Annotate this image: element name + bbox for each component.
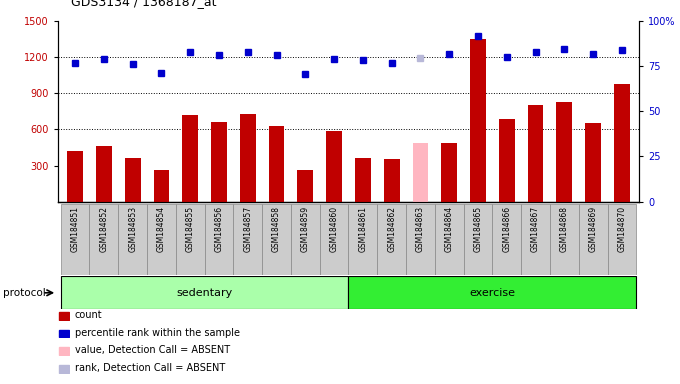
Bar (182, 115, 198, 202)
Bar (384, 159, 400, 202)
Text: percentile rank within the sample: percentile rank within the sample (75, 328, 240, 338)
Text: GSM184851: GSM184851 (71, 206, 80, 252)
Bar (262, 204, 291, 275)
Text: GSM184853: GSM184853 (128, 206, 137, 253)
Text: exercise: exercise (469, 288, 515, 298)
Bar (297, 170, 313, 202)
Text: GSM184867: GSM184867 (531, 206, 540, 253)
Bar (211, 122, 227, 202)
Bar (464, 204, 492, 275)
Bar (124, 158, 141, 202)
Bar (154, 170, 169, 202)
Bar (61, 276, 348, 309)
Bar (233, 204, 262, 275)
Text: GSM184862: GSM184862 (387, 206, 396, 252)
Bar (67, 151, 83, 202)
Bar (614, 84, 630, 202)
Text: GSM184868: GSM184868 (560, 206, 569, 252)
Text: GSM184866: GSM184866 (503, 206, 511, 253)
Bar (176, 204, 205, 275)
Text: GSM184860: GSM184860 (330, 206, 339, 253)
Text: GSM184854: GSM184854 (157, 206, 166, 253)
Text: GSM184863: GSM184863 (416, 206, 425, 253)
Bar (377, 204, 406, 275)
Text: count: count (75, 310, 103, 320)
Bar (556, 102, 573, 202)
Bar (59, 365, 69, 372)
Bar (269, 126, 284, 202)
Bar (550, 204, 579, 275)
Bar (59, 312, 69, 319)
Text: GDS3134 / 1368187_at: GDS3134 / 1368187_at (71, 0, 217, 8)
Bar (348, 276, 636, 309)
Text: protocol: protocol (3, 288, 46, 298)
Bar (205, 204, 233, 275)
Text: GSM184852: GSM184852 (99, 206, 108, 252)
Text: GSM184861: GSM184861 (358, 206, 367, 252)
Bar (326, 131, 342, 202)
Bar (355, 158, 371, 202)
Bar (291, 204, 320, 275)
Bar (441, 142, 457, 202)
Text: value, Detection Call = ABSENT: value, Detection Call = ABSENT (75, 345, 230, 355)
Bar (348, 204, 377, 275)
Bar (96, 146, 112, 202)
Text: GSM184865: GSM184865 (473, 206, 483, 253)
Bar (528, 105, 543, 202)
Text: GSM184858: GSM184858 (272, 206, 281, 252)
Bar (59, 347, 69, 355)
Bar (521, 204, 550, 275)
Bar (118, 204, 147, 275)
Bar (90, 204, 118, 275)
Text: rank, Detection Call = ABSENT: rank, Detection Call = ABSENT (75, 363, 225, 373)
Bar (585, 123, 601, 202)
Bar (61, 204, 90, 275)
Text: GSM184864: GSM184864 (445, 206, 454, 253)
Bar (59, 329, 69, 337)
Bar (320, 204, 348, 275)
Bar (607, 204, 636, 275)
Text: sedentary: sedentary (177, 288, 233, 298)
Bar (406, 204, 435, 275)
Text: GSM184869: GSM184869 (589, 206, 598, 253)
Text: GSM184855: GSM184855 (186, 206, 194, 253)
Text: GSM184870: GSM184870 (617, 206, 626, 253)
Bar (240, 114, 256, 202)
Bar (492, 204, 521, 275)
Bar (147, 204, 176, 275)
Text: GSM184859: GSM184859 (301, 206, 310, 253)
Text: GSM184857: GSM184857 (243, 206, 252, 253)
Bar (579, 204, 607, 275)
Bar (470, 39, 486, 202)
Bar (499, 119, 515, 202)
Bar (435, 204, 464, 275)
Text: GSM184856: GSM184856 (214, 206, 224, 253)
Bar (413, 142, 428, 202)
